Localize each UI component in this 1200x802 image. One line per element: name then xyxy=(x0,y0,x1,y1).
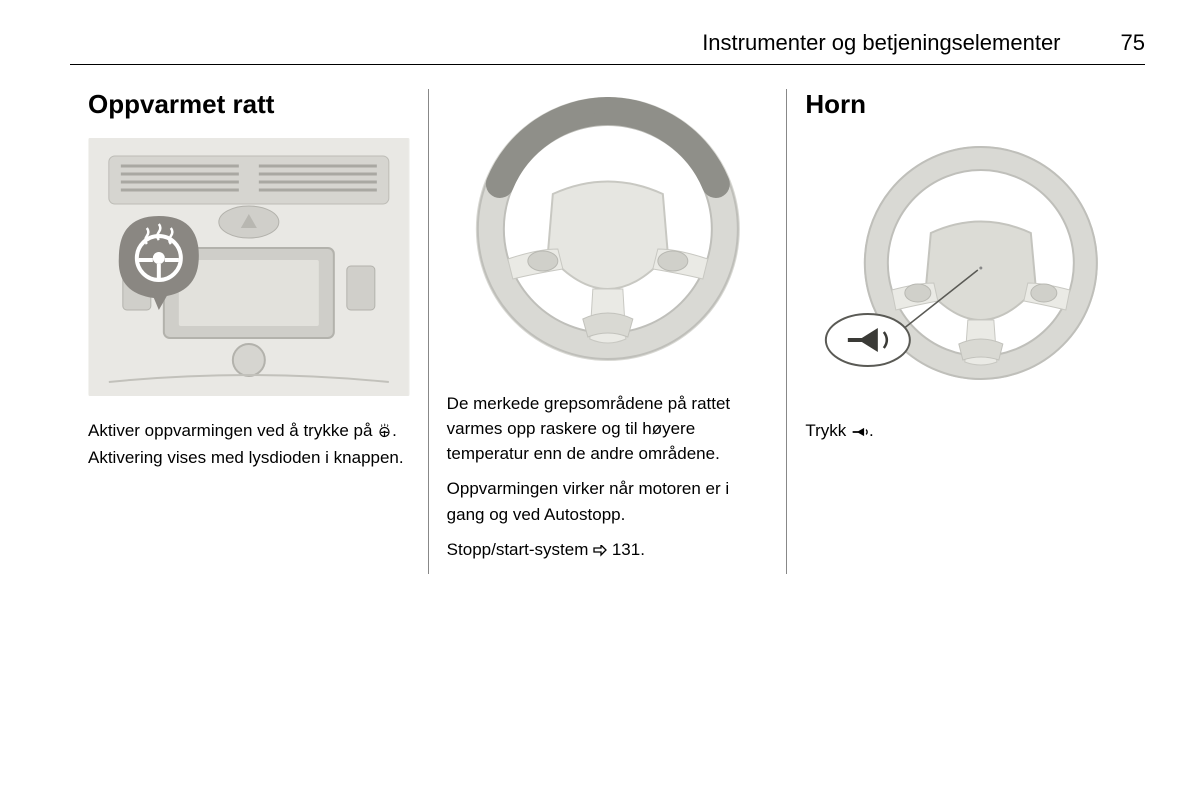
text-fragment: . xyxy=(869,421,874,440)
illustration-dashboard-button xyxy=(88,138,410,396)
manual-page: Instrumenter og betjeningselementer 75 O… xyxy=(0,0,1200,604)
paragraph-engine-running: Oppvarmingen virker når motoren er i gan… xyxy=(447,476,769,526)
text-fragment: Trykk xyxy=(805,421,851,440)
text-fragment: Aktiver oppvarmingen ved å trykke på xyxy=(88,421,377,440)
horn-wheel-svg xyxy=(805,138,1127,396)
column-heated-steering-wheel: Oppvarmet ratt xyxy=(70,89,428,574)
paragraph-activate-heating: Aktiver oppvarmingen ved å trykke på . A… xyxy=(88,418,410,470)
heading-heated-wheel: Oppvarmet ratt xyxy=(88,89,410,120)
heated-wheel-symbol-icon xyxy=(377,420,392,445)
wheel-grip-svg xyxy=(447,89,769,369)
horn-symbol-icon xyxy=(851,420,869,445)
heading-horn: Horn xyxy=(805,89,1127,120)
paragraph-grip-zones: De merkede grepsområdene på rattet varme… xyxy=(447,391,769,466)
page-reference-arrow-icon xyxy=(593,539,607,564)
illustration-horn-wheel xyxy=(805,138,1127,396)
paragraph-press-horn: Trykk . xyxy=(805,418,1127,445)
text-fragment: Stopp/start-system xyxy=(447,540,593,559)
illustration-steering-wheel-grip xyxy=(447,89,769,369)
content-columns: Oppvarmet ratt xyxy=(70,89,1145,574)
dashboard-svg xyxy=(88,138,410,396)
page-header: Instrumenter og betjeningselementer 75 xyxy=(70,30,1145,65)
column-horn: Horn xyxy=(786,89,1145,574)
paragraph-stop-start-ref: Stopp/start-system 131. xyxy=(447,537,769,564)
text-fragment: 131. xyxy=(607,540,645,559)
column-heated-wheel-detail: De merkede grepsområdene på rattet varme… xyxy=(428,89,787,574)
header-title: Instrumenter og betjeningselementer xyxy=(702,30,1060,56)
page-number: 75 xyxy=(1121,30,1145,56)
